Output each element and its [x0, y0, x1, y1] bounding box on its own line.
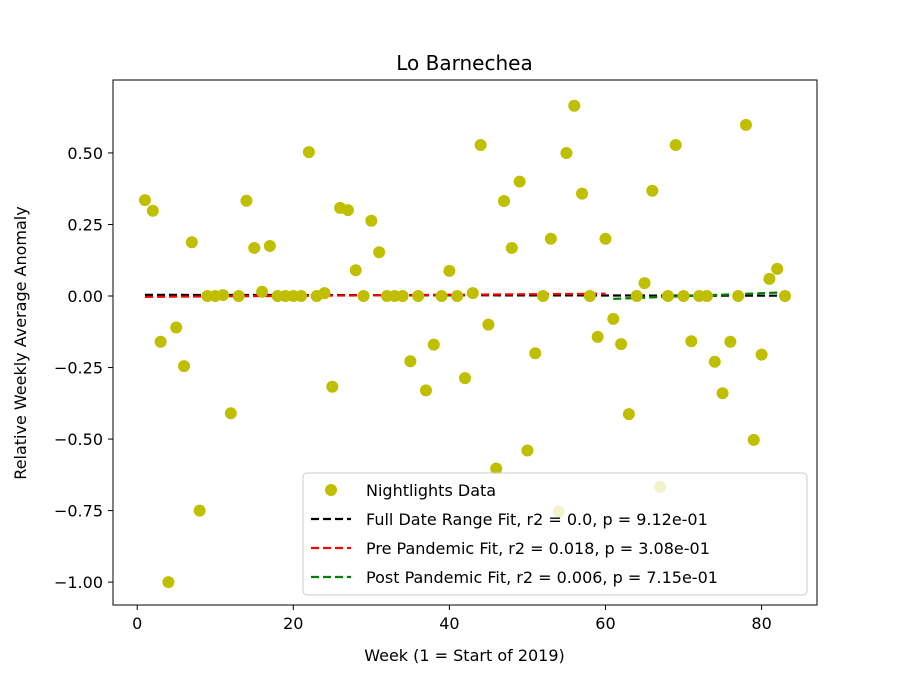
- data-point-21: [295, 290, 308, 303]
- y-tick-label: 0.00: [67, 287, 103, 306]
- data-point-31: [373, 246, 386, 259]
- data-point-30: [365, 214, 378, 227]
- y-tick-label: −0.75: [54, 502, 103, 521]
- data-point-50: [521, 444, 534, 457]
- data-point-77: [732, 290, 745, 303]
- y-tick-label: −0.25: [54, 359, 103, 378]
- data-point-59: [591, 330, 604, 343]
- data-point-7: [185, 236, 198, 249]
- data-point-27: [341, 204, 354, 217]
- legend-label-0: Nightlights Data: [366, 481, 496, 500]
- plot-frame: [112, 79, 818, 606]
- data-point-47: [498, 195, 511, 208]
- data-point-14: [240, 194, 253, 207]
- data-point-83: [779, 290, 791, 303]
- y-tick-label: 0.25: [67, 215, 103, 234]
- y-tick-label: 0.50: [67, 144, 103, 163]
- x-tick-label: 40: [439, 614, 459, 633]
- axes: 0 20 40 60 80 −1.00 −0.75 −0.50 −0.25 0.00 0.25 0.5…: [54, 79, 818, 633]
- data-point-48: [505, 241, 518, 254]
- data-point-52: [537, 290, 550, 303]
- data-point-17: [263, 239, 276, 252]
- data-point-15: [248, 241, 261, 254]
- data-point-28: [349, 264, 362, 277]
- data-point-73: [700, 290, 713, 303]
- data-point-61: [607, 312, 620, 325]
- data-point-71: [685, 335, 698, 348]
- data-point-5: [170, 321, 183, 334]
- data-point-24: [318, 287, 331, 300]
- data-point-60: [599, 232, 612, 245]
- data-point-51: [529, 347, 542, 360]
- data-point-13: [232, 290, 245, 303]
- data-point-38: [427, 338, 440, 351]
- data-point-70: [677, 290, 690, 303]
- data-point-69: [669, 138, 682, 151]
- data-point-45: [482, 318, 495, 331]
- data-point-57: [576, 187, 589, 200]
- data-point-8: [193, 504, 206, 517]
- data-point-40: [443, 264, 456, 277]
- x-tick-label: 80: [751, 614, 771, 633]
- data-point-65: [638, 277, 651, 290]
- y-tick-label: −0.50: [54, 430, 103, 449]
- data-point-78: [739, 118, 752, 131]
- data-point-3: [154, 335, 167, 348]
- data-point-76: [724, 335, 737, 348]
- data-point-25: [326, 380, 339, 393]
- y-tick-label: −1.00: [54, 573, 103, 592]
- data-point-39: [435, 290, 448, 303]
- legend-label-1: Full Date Range Fit, r2 = 0.0, p = 9.12e…: [366, 510, 708, 529]
- data-point-6: [178, 360, 191, 373]
- x-tick-label: 0: [132, 614, 142, 633]
- data-point-35: [404, 355, 417, 368]
- data-point-63: [622, 408, 635, 421]
- data-point-53: [544, 232, 557, 245]
- data-point-49: [513, 175, 526, 188]
- data-point-81: [763, 272, 776, 285]
- data-point-12: [224, 407, 237, 420]
- data-point-74: [708, 355, 721, 368]
- data-point-1: [139, 194, 151, 207]
- data-point-11: [217, 289, 230, 302]
- data-point-2: [146, 204, 159, 217]
- legend-label-3: Post Pandemic Fit, r2 = 0.006, p = 7.15e…: [366, 568, 718, 587]
- data-point-44: [474, 138, 487, 151]
- data-point-64: [630, 290, 643, 303]
- data-point-42: [459, 372, 471, 385]
- data-point-62: [615, 338, 628, 351]
- y-axis-label: Relative Weekly Average Anomaly: [11, 206, 30, 479]
- data-point-4: [162, 576, 175, 589]
- data-point-29: [357, 290, 370, 303]
- legend-box: [302, 472, 808, 596]
- legend-marker-0: [325, 484, 337, 496]
- data-point-82: [771, 262, 784, 275]
- data-point-79: [747, 433, 760, 446]
- data-point-80: [755, 348, 768, 361]
- data-point-16: [256, 285, 269, 298]
- data-point-22: [302, 146, 315, 159]
- data-point-34: [396, 290, 409, 303]
- data-point-46: [490, 462, 503, 475]
- data-point-75: [716, 387, 729, 400]
- data-point-41: [451, 290, 464, 303]
- data-point-55: [560, 146, 573, 159]
- data-point-43: [466, 287, 479, 300]
- x-tick-label: 60: [595, 614, 615, 633]
- data-point-68: [661, 290, 674, 303]
- data-point-58: [583, 290, 596, 303]
- legend: Nightlights Data Full Date Range Fit, r2 …: [302, 472, 808, 596]
- x-axis-label: Week (1 = Start of 2019): [364, 646, 565, 665]
- data-point-56: [568, 99, 581, 112]
- data-point-66: [646, 184, 659, 197]
- x-tick-label: 20: [283, 614, 303, 633]
- chart-title: Lo Barnechea: [396, 51, 532, 75]
- data-point-36: [412, 290, 425, 303]
- plot-marks: [139, 99, 791, 589]
- legend-label-2: Pre Pandemic Fit, r2 = 0.018, p = 3.08e-…: [366, 539, 710, 558]
- data-point-37: [419, 384, 432, 397]
